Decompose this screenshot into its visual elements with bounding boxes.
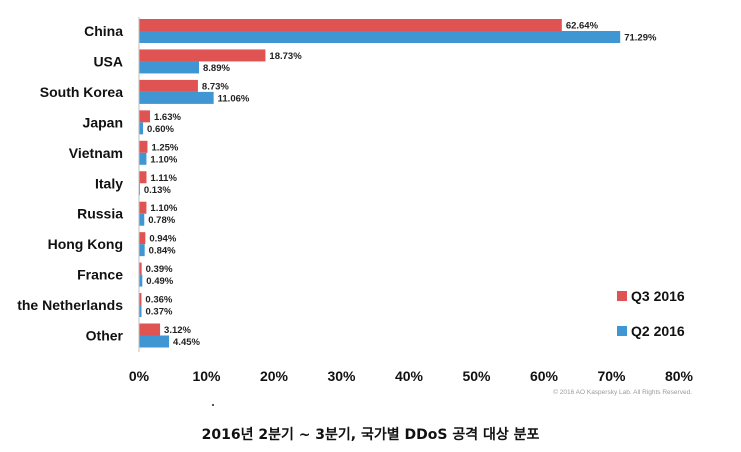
- category-label: Russia: [77, 206, 123, 222]
- data-label: 62.64%: [566, 21, 599, 32]
- data-label: 4.45%: [173, 337, 200, 348]
- legend: Q3 2016 Q2 2016: [617, 288, 685, 339]
- data-label: 0.94%: [149, 234, 176, 245]
- x-tick-label: 0%: [129, 368, 150, 384]
- bar-chart: China USA South Korea Japan Vietnam Italy Russ…: [17, 17, 694, 396]
- x-tick-label: 50%: [462, 368, 491, 384]
- category-label: USA: [93, 53, 123, 69]
- data-label: 8.73%: [202, 81, 229, 92]
- data-label: 1.63%: [154, 112, 181, 123]
- chart-caption: 2016년 2분기 ~ 3분기, 국가별 DDoS 공격 대상 분포: [201, 427, 540, 443]
- legend-swatch-q2: [617, 326, 627, 336]
- data-label: 18.73%: [269, 51, 302, 62]
- bar-q2: [139, 335, 170, 348]
- data-label: 1.25%: [151, 142, 178, 153]
- x-tick-label: 70%: [597, 368, 626, 384]
- data-label: 1.10%: [150, 154, 177, 165]
- data-label: 8.89%: [203, 63, 230, 74]
- data-label: 0.78%: [148, 215, 175, 226]
- bar-q3: [139, 49, 266, 62]
- bar-q2: [139, 122, 144, 135]
- category-labels: China USA South Korea Japan Vietnam Italy Russ…: [17, 23, 123, 344]
- legend-label-q2: Q2 2016: [631, 323, 685, 339]
- x-axis-tick-labels: 0% 10% 20% 30% 40% 50% 60% 70% 80%: [129, 368, 694, 384]
- bar-q3: [139, 201, 147, 214]
- data-label: 0.37%: [145, 307, 172, 318]
- data-label: 0.84%: [149, 246, 176, 257]
- category-label: Hong Kong: [48, 236, 123, 252]
- category-label: the Netherlands: [17, 297, 123, 313]
- x-tick-label: 40%: [395, 368, 424, 384]
- bar-q2: [139, 213, 145, 226]
- bar-q3: [139, 110, 151, 123]
- bar-q3: [139, 19, 562, 31]
- bar-q3: [139, 140, 148, 153]
- category-label: Vietnam: [69, 145, 123, 161]
- decorative-dot: [212, 404, 214, 406]
- data-label: 0.39%: [146, 264, 173, 275]
- data-label: 0.60%: [147, 124, 174, 135]
- bar-q2: [139, 91, 214, 104]
- x-tick-label: 20%: [260, 368, 289, 384]
- x-tick-label: 10%: [192, 368, 221, 384]
- bar-q3: [139, 323, 161, 336]
- data-label: 0.13%: [144, 185, 171, 196]
- category-label: China: [84, 23, 123, 39]
- data-label: 0.49%: [146, 276, 173, 287]
- category-label: Other: [86, 328, 124, 344]
- bar-q2: [139, 61, 200, 74]
- bars: [139, 19, 621, 348]
- bar-q2: [139, 152, 147, 165]
- bar-q2: [139, 31, 621, 43]
- data-label: 0.36%: [145, 295, 172, 306]
- bar-q3: [139, 232, 146, 245]
- legend-label-q3: Q3 2016: [631, 288, 685, 304]
- bar-q3: [139, 293, 142, 306]
- data-label: 3.12%: [164, 325, 191, 336]
- value-labels: 62.64%71.29%18.73%8.89%8.73%11.06%1.63%0…: [144, 21, 657, 349]
- x-tick-label: 60%: [530, 368, 559, 384]
- bar-q3: [139, 262, 142, 275]
- data-label: 11.06%: [218, 93, 250, 104]
- bar-q2: [139, 305, 142, 318]
- bar-q3: [139, 79, 198, 92]
- bar-q3: [139, 171, 147, 184]
- bar-q2: [139, 274, 143, 287]
- category-label: South Korea: [40, 84, 123, 100]
- category-label: Italy: [95, 175, 123, 191]
- data-label: 71.29%: [624, 33, 657, 44]
- bar-q2: [139, 244, 145, 257]
- category-label: France: [77, 267, 123, 283]
- category-label: Japan: [83, 114, 123, 130]
- legend-swatch-q3: [617, 291, 627, 301]
- copyright-text: © 2016 AO Kaspersky Lab. All Rights Rese…: [553, 388, 692, 396]
- data-label: 1.11%: [150, 173, 177, 184]
- x-tick-label: 30%: [327, 368, 356, 384]
- x-tick-label: 80%: [665, 368, 694, 384]
- data-label: 1.10%: [150, 203, 177, 214]
